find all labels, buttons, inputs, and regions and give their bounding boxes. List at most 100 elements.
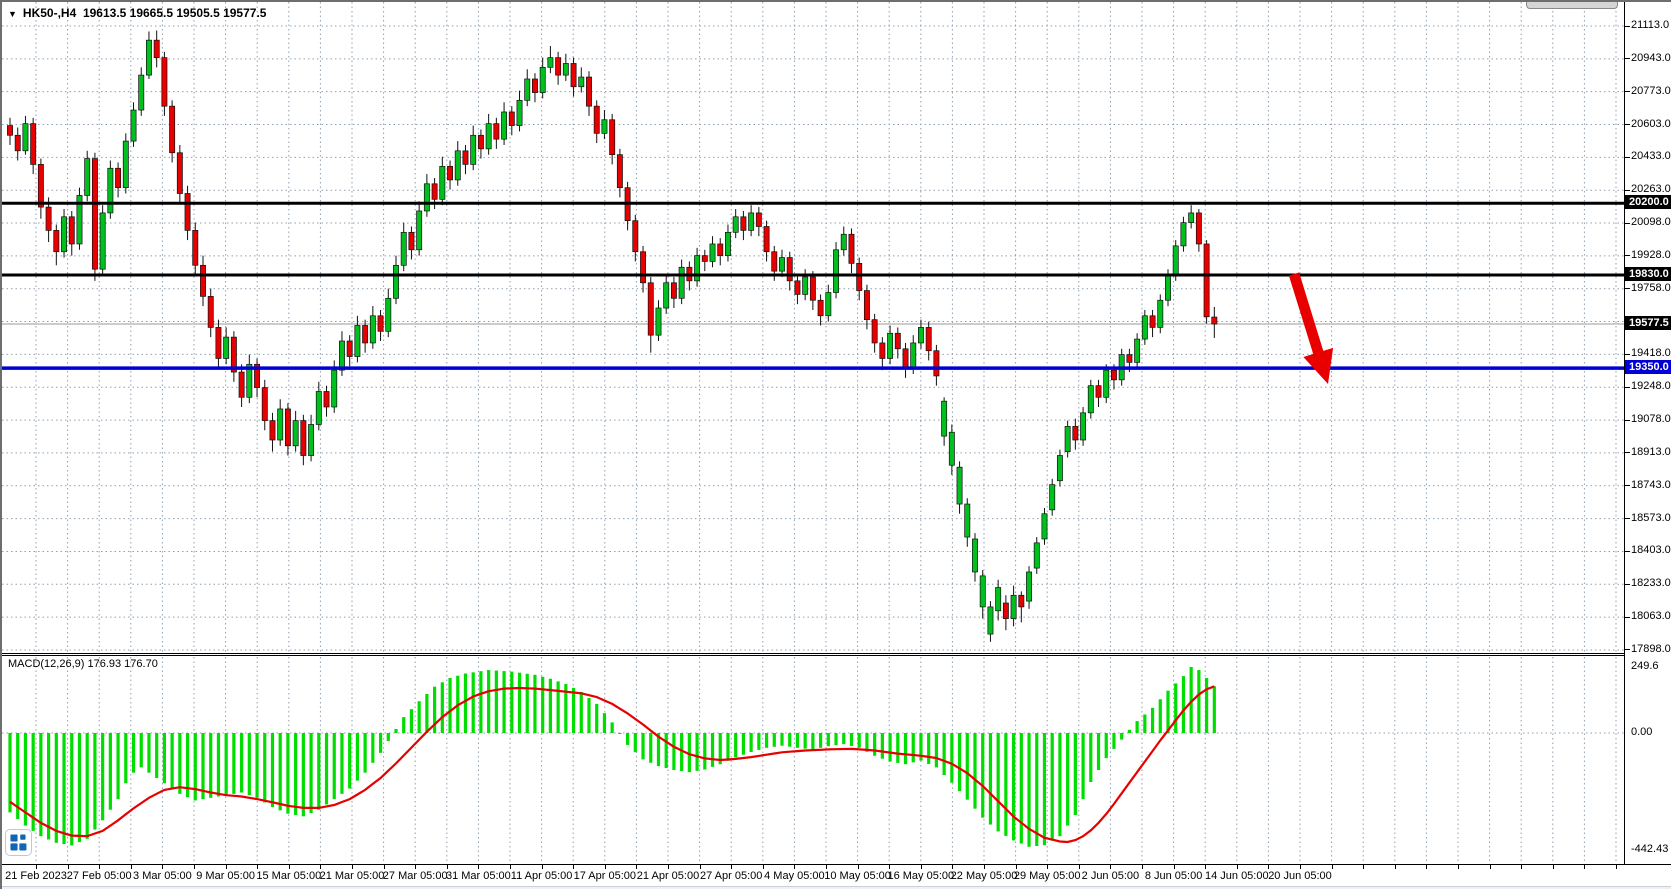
time-tick-mark xyxy=(510,865,511,869)
price-tick-label: 20603.0 xyxy=(1631,117,1671,130)
price-tick-mark xyxy=(1625,189,1630,191)
time-tick-mark xyxy=(857,865,859,869)
price-tick-mark xyxy=(1625,616,1630,618)
time-tick-mark xyxy=(383,865,385,869)
level-price-label: 19350.0 xyxy=(1625,360,1671,375)
price-tick-label: 19078.0 xyxy=(1631,413,1671,426)
price-tick-mark xyxy=(1625,25,1630,27)
price-tick-mark xyxy=(1625,583,1630,585)
price-tick-label: 18233.0 xyxy=(1631,577,1671,590)
macd-axis-label: 0.00 xyxy=(1631,726,1653,738)
time-tick-mark xyxy=(67,865,69,869)
price-axis[interactable]: 21113.0 20943.0 20773.0 20603.0 20433.0 20263… xyxy=(1624,2,1671,864)
collapse-chart-icon[interactable]: ▼ xyxy=(8,9,17,19)
current-price-label: 19577.5 xyxy=(1625,316,1671,331)
time-label: 20 Jun 05:00 xyxy=(1268,870,1332,882)
time-tick-mark xyxy=(352,865,353,869)
time-tick-mark xyxy=(320,865,322,869)
price-tick-mark xyxy=(1625,386,1630,388)
price-tick-label: 20773.0 xyxy=(1631,84,1671,97)
time-tick-mark xyxy=(541,865,543,869)
price-tick-label: 21113.0 xyxy=(1631,19,1670,31)
time-tick-mark xyxy=(194,865,195,869)
price-tick-mark xyxy=(1625,485,1630,487)
price-tick-label: 20098.0 xyxy=(1631,216,1671,229)
time-tick-mark xyxy=(1236,865,1238,869)
time-tick-mark xyxy=(699,865,701,869)
time-tick-mark xyxy=(1268,865,1270,869)
price-tick-mark xyxy=(1625,58,1630,60)
price-tick-label: 20943.0 xyxy=(1631,51,1671,64)
time-tick-mark xyxy=(1521,865,1523,869)
level-price-label: 19830.0 xyxy=(1625,267,1671,282)
main-gridlines xyxy=(2,2,1624,654)
price-tick-mark xyxy=(1625,124,1630,126)
candles-layer xyxy=(7,30,1218,642)
time-tick-mark xyxy=(162,865,164,869)
time-tick-mark xyxy=(952,865,954,869)
time-label: 15 Mar 05:00 xyxy=(256,870,322,882)
time-tick-mark xyxy=(826,865,827,869)
time-label: 21 Mar 05:00 xyxy=(319,870,385,882)
time-tick-mark xyxy=(604,865,606,869)
time-tick-mark xyxy=(573,865,575,869)
time-label: 27 Apr 05:00 xyxy=(699,870,763,882)
macd-indicator-chart[interactable] xyxy=(2,657,1624,864)
main-price-chart[interactable] xyxy=(2,2,1624,654)
price-tick-mark xyxy=(1625,649,1630,651)
macd-signal-line xyxy=(9,685,1215,844)
price-tick-label: 18063.0 xyxy=(1631,610,1671,623)
time-tick-mark xyxy=(257,865,259,869)
level-price-label: 20200.0 xyxy=(1625,195,1671,210)
price-tick-label: 18403.0 xyxy=(1631,544,1671,557)
time-tick-mark xyxy=(36,865,37,869)
time-label: 31 Mar 05:00 xyxy=(445,870,511,882)
bottom-edge-strip xyxy=(2,886,1671,889)
ohlc-values: 19613.5 19665.5 19505.5 19577.5 xyxy=(82,6,267,20)
time-axis[interactable]: 21 Feb 2023 27 Feb 05:00 3 Mar 05:00 9 Mar … xyxy=(2,864,1671,886)
dashboard-grid-button[interactable] xyxy=(5,829,32,856)
chart-title: ▼ HK50-,H4 19613.5 19665.5 19505.5 19577.… xyxy=(8,6,266,20)
time-label: 21 Apr 05:00 xyxy=(636,870,700,882)
window-corner-tab[interactable] xyxy=(1526,2,1618,9)
price-tick-label: 18743.0 xyxy=(1631,478,1671,491)
time-tick-mark xyxy=(1205,865,1207,869)
price-tick-label: 19418.0 xyxy=(1631,347,1671,360)
down-arrow-annotation xyxy=(1288,272,1334,384)
macd-axis-label: -442.43 xyxy=(1631,843,1669,856)
symbol-period-label: HK50-,H4 xyxy=(22,6,77,20)
time-tick-mark xyxy=(288,865,290,869)
time-tick-mark xyxy=(731,865,733,869)
price-tick-mark xyxy=(1625,255,1630,257)
time-tick-mark xyxy=(1173,865,1175,869)
time-tick-mark xyxy=(984,865,985,869)
macd-axis-label: 249.6 xyxy=(1631,659,1659,672)
time-tick-mark xyxy=(1426,865,1428,869)
time-tick-mark xyxy=(636,865,638,869)
time-label: 16 May 05:00 xyxy=(887,870,955,882)
price-tick-mark xyxy=(1625,452,1630,454)
time-tick-mark xyxy=(446,865,448,869)
price-tick-label: 18573.0 xyxy=(1631,511,1671,524)
dashboard-grid-icon xyxy=(10,834,27,851)
time-tick-mark xyxy=(130,865,132,869)
price-tick-mark xyxy=(1625,550,1630,552)
price-tick-label: 20433.0 xyxy=(1631,150,1671,163)
price-tick-label: 19928.0 xyxy=(1631,248,1671,261)
time-label: 9 Mar 05:00 xyxy=(196,870,255,882)
time-tick-mark xyxy=(889,865,891,869)
time-label: 4 May 05:00 xyxy=(764,870,825,882)
time-label: 14 Jun 05:00 xyxy=(1204,870,1269,882)
time-label: 29 May 05:00 xyxy=(1013,870,1081,882)
time-tick-mark xyxy=(794,865,796,869)
time-tick-mark xyxy=(1078,865,1080,869)
time-tick-mark xyxy=(1047,865,1049,869)
time-label: 22 May 05:00 xyxy=(950,870,1018,882)
time-tick-mark xyxy=(1489,865,1491,869)
panel-separator[interactable] xyxy=(2,653,1624,656)
time-tick-mark xyxy=(668,865,669,869)
time-tick-mark xyxy=(1394,865,1396,869)
macd-histogram xyxy=(8,666,1216,847)
time-tick-mark xyxy=(1300,865,1301,869)
